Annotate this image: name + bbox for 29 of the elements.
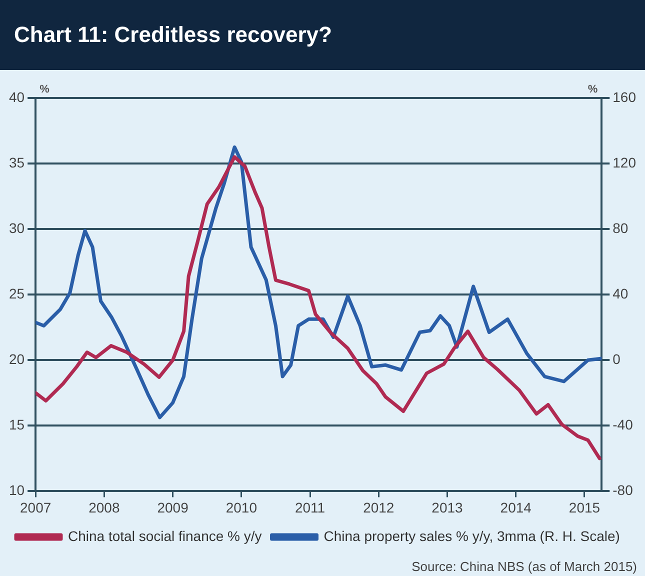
x-tick-label: 2007 bbox=[20, 499, 52, 516]
y-tick-label: 40 bbox=[8, 88, 25, 105]
y-tick-label: 30 bbox=[8, 220, 25, 236]
y2-tick-label: -80 bbox=[612, 482, 634, 498]
x-tick-label: 2011 bbox=[294, 499, 326, 516]
x-tick-label: 2008 bbox=[88, 499, 120, 516]
y2-tick-label: -40 bbox=[612, 416, 634, 433]
x-tick-label: 2009 bbox=[157, 499, 189, 516]
y2-axis-title: % bbox=[588, 84, 598, 96]
y-tick-label: 20 bbox=[8, 350, 25, 367]
y2-tick-label: 0 bbox=[612, 350, 621, 367]
y-axis-title: % bbox=[40, 84, 50, 96]
chart-title: Chart 11: Creditless recovery? bbox=[14, 22, 332, 48]
y-tick-label: 35 bbox=[8, 154, 25, 170]
x-tick-label: 2012 bbox=[363, 499, 394, 516]
y2-tick-label: 120 bbox=[612, 154, 636, 170]
source-note: Source: China NBS (as of March 2015) bbox=[412, 559, 637, 574]
x-tick-label: 2014 bbox=[500, 499, 532, 516]
y-tick-label: 25 bbox=[8, 285, 25, 302]
x-tick-label: 2010 bbox=[226, 499, 258, 516]
x-tick-label: 2013 bbox=[432, 499, 464, 516]
y2-tick-label: 40 bbox=[612, 285, 628, 302]
legend-label: China property sales % y/y, 3mma (R. H. Scale) bbox=[324, 528, 620, 544]
y2-tick-label: 160 bbox=[612, 88, 636, 105]
y-tick-label: 10 bbox=[8, 482, 25, 498]
legend-label: China total social finance % y/y bbox=[68, 528, 262, 544]
x-tick-label: 2015 bbox=[568, 499, 600, 516]
y2-tick-label: 80 bbox=[612, 220, 628, 236]
y-tick-label: 15 bbox=[8, 416, 25, 433]
